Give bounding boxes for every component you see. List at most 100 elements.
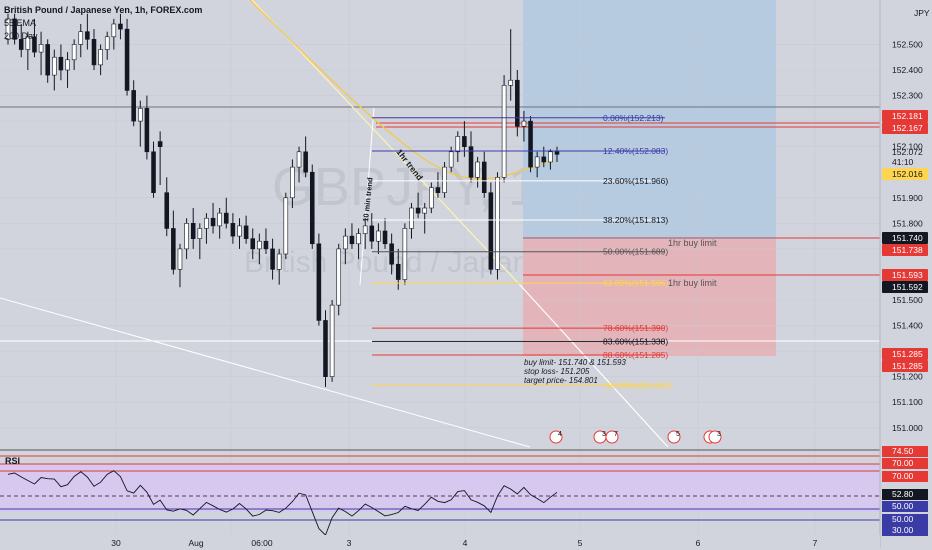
fib-level-label: 0.00%(152.213): [603, 113, 664, 123]
trendline-10min: [359, 107, 375, 286]
time-tick-label: 30: [111, 538, 121, 548]
time-tick-label: 6: [696, 538, 701, 548]
candle-body: [263, 240, 269, 250]
candle-body: [237, 225, 242, 237]
candle-body: [488, 192, 494, 270]
rsi-tag-label: 50.00: [892, 514, 914, 524]
rsi-tag-bg: [882, 514, 928, 525]
candle-body: [336, 248, 342, 306]
fib-level-label: 61.82%(151.566): [603, 278, 668, 288]
annotation-buy-limit-1: 1hr buy limit: [668, 238, 717, 248]
fibonacci-retracement[interactable]: 0.00%(152.213) 12.40%(152.083) 23.60%(151.…: [372, 113, 673, 391]
long-position-stop-zone[interactable]: [523, 240, 776, 356]
currency-label: JPY: [914, 8, 930, 18]
candle-body: [382, 230, 388, 245]
fib-level-label: 12.40%(152.083): [603, 146, 668, 156]
price-tag-label: 152.167: [892, 123, 923, 133]
candle-body: [343, 235, 348, 250]
candle-body: [541, 156, 547, 163]
price-tick-label: 151.500: [892, 295, 923, 305]
candle-body: [184, 223, 189, 250]
candle-body: [25, 36, 31, 50]
time-axis[interactable]: 30 Aug 06:00 3 4 5 6 7: [0, 535, 880, 550]
time-tick-label: 7: [813, 538, 818, 548]
fib-level-label: 83.60%(151.338): [603, 336, 668, 346]
candle-body: [329, 304, 335, 377]
fib-level-label: 38.20%(151.813): [603, 215, 668, 225]
candle-body: [65, 59, 70, 71]
event-marker: [708, 430, 722, 444]
candle-body: [501, 85, 507, 178]
candle-body: [210, 217, 216, 227]
candle-body: [78, 31, 84, 45]
candle-body: [515, 79, 520, 127]
rsi-tag-bg: [882, 471, 928, 482]
candle-body: [303, 151, 308, 173]
price-tag-label: 151.593: [892, 270, 923, 280]
rsi-tag-label: 70.00: [892, 458, 914, 468]
candle-body: [442, 166, 447, 193]
candle-body: [508, 79, 513, 86]
candle-body: [164, 192, 170, 229]
candle-body: [144, 108, 150, 153]
price-tag-bg: [882, 122, 928, 134]
candle-body: [131, 90, 136, 122]
price-tag-label: 41:10: [892, 157, 914, 167]
candle-body: [468, 146, 474, 178]
price-tick-label: 151.100: [892, 397, 923, 407]
candle-body: [171, 228, 176, 270]
fib-level-label: 88.60%(151.285): [603, 350, 668, 360]
candle-body: [495, 177, 500, 270]
candle-body: [118, 23, 123, 30]
price-tag-bg: [882, 269, 928, 281]
price-tick-label: 152.300: [892, 91, 923, 101]
trade-plan-line: target price- 154.801: [524, 376, 598, 385]
price-tag-label: 151.285: [892, 349, 923, 359]
candle-body: [362, 225, 368, 234]
candle-body: [356, 233, 361, 245]
candle-body: [402, 228, 408, 280]
price-tag-bg: [882, 348, 928, 360]
price-tag-label: 152.072: [892, 147, 923, 157]
rsi-band: [0, 464, 880, 512]
candle-body: [283, 197, 289, 255]
long-position-target-zone[interactable]: [523, 0, 776, 240]
candle-body: [455, 136, 461, 153]
candle-body: [257, 240, 262, 250]
price-tick-label: 152.500: [892, 39, 923, 49]
rsi-tag-bg: [882, 458, 928, 469]
trendline-projection: [519, 284, 669, 448]
candle-body: [376, 230, 381, 242]
rsi-tag-label: 50.00: [892, 501, 914, 511]
candle-body: [243, 225, 249, 239]
candle-body: [138, 108, 143, 122]
fib-level-label: 23.60%(151.966): [603, 176, 668, 186]
price-axis[interactable]: JPY152.500152.400152.300152.200152.10015…: [879, 0, 932, 548]
price-tick-label: 152.100: [892, 142, 923, 152]
grid: [0, 0, 880, 535]
price-tick-label: 151.400: [892, 321, 923, 331]
event-marker-count: 4: [558, 431, 562, 438]
rsi-pane: [0, 449, 880, 536]
candle-body: [5, 18, 11, 40]
candle-body: [71, 44, 77, 61]
candle-body: [475, 161, 480, 178]
watermark-ticker: GBPJPY, 1h: [272, 157, 568, 217]
candle-body: [111, 23, 117, 38]
candle-body: [395, 263, 401, 280]
candle-body: [91, 39, 97, 66]
candle-body: [177, 248, 183, 270]
event-marker: [549, 430, 563, 444]
fib-level-label: 78.60%(151.390): [603, 323, 668, 333]
ema-legend: 55 EMA: [4, 18, 37, 28]
candle-body: [98, 49, 103, 66]
sma-legend: 200 Day: [4, 31, 38, 41]
annotation-buy-limit-2: 1hr buy limit: [668, 278, 717, 288]
price-tag-bg: [882, 110, 928, 122]
time-tick-label: 06:00: [251, 538, 273, 548]
candle-body: [190, 223, 196, 239]
event-marker: [605, 430, 619, 444]
event-marker: [667, 430, 681, 444]
candle-body: [197, 228, 203, 239]
